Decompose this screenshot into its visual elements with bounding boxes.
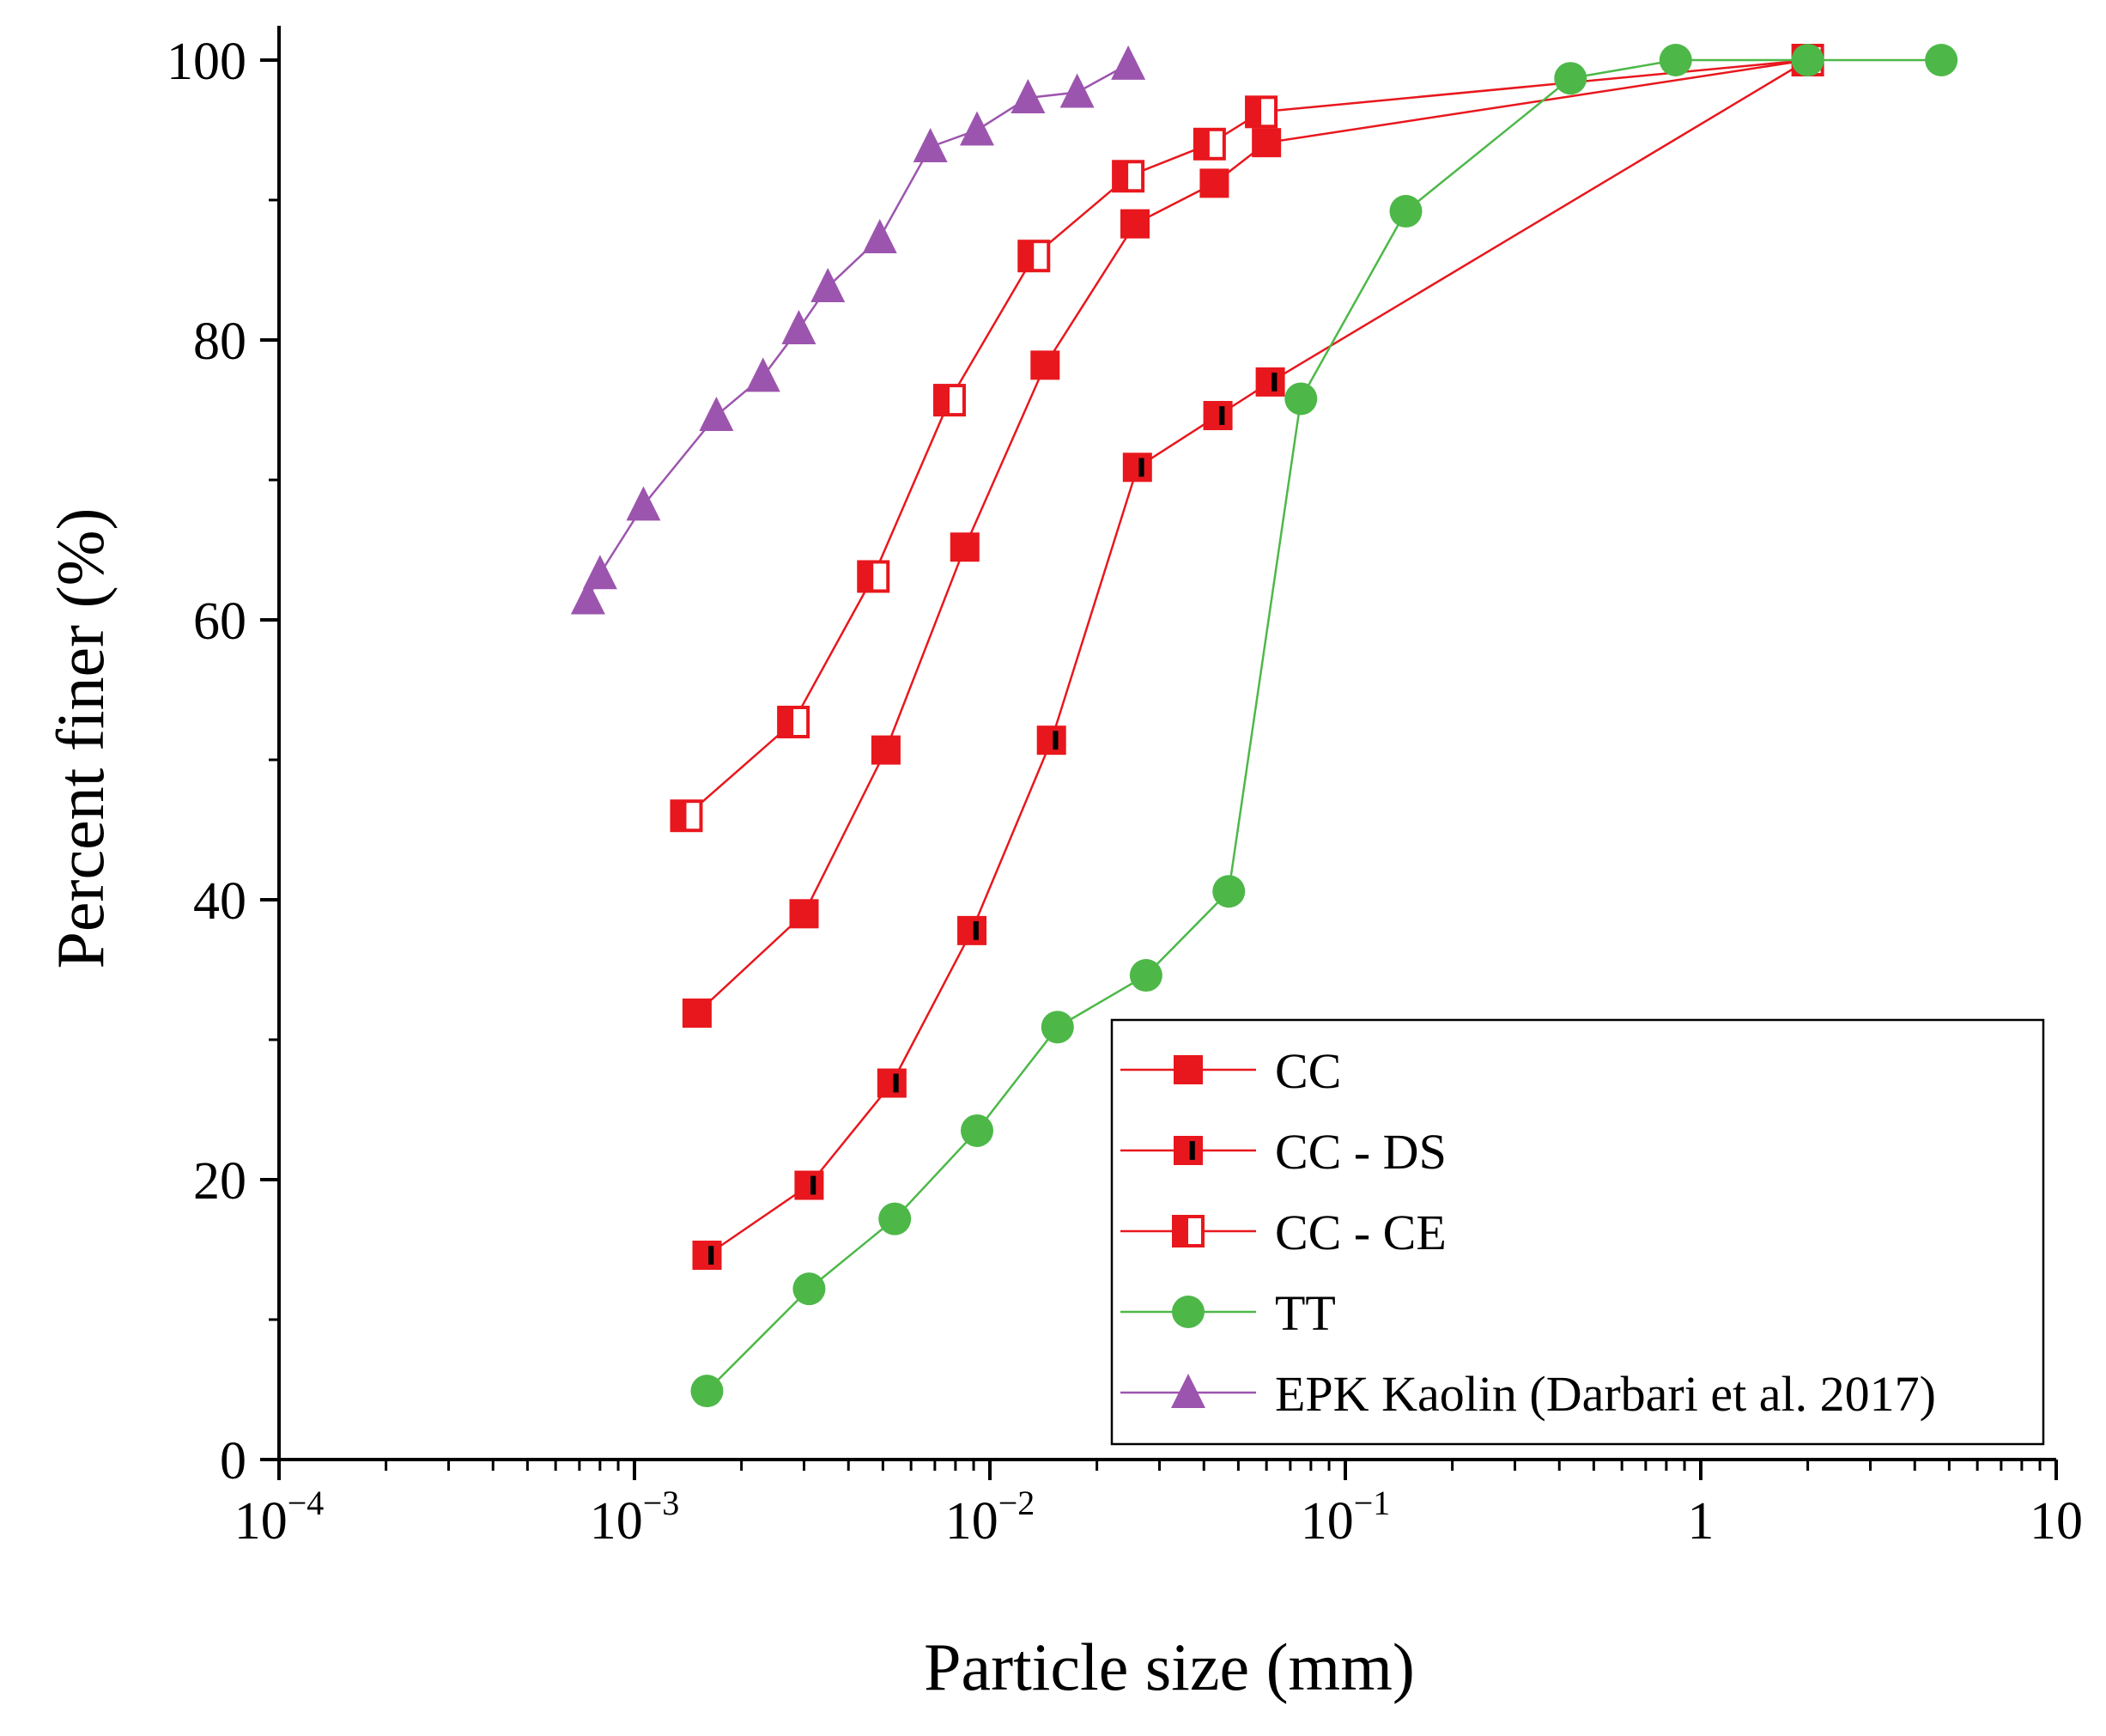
legend-label-4: EPK Kaolin (Darbari et al. 2017) — [1275, 1366, 1936, 1422]
series-1 — [692, 46, 1823, 1271]
data-point-s4-p5 — [781, 309, 816, 344]
data-point-s4-p8 — [913, 128, 948, 163]
legend-marker-2 — [1172, 1215, 1205, 1247]
data-point-s4-p0 — [570, 580, 605, 615]
plot-series — [570, 44, 1958, 1408]
legend-item-2: CC - CE — [1120, 1205, 1447, 1260]
data-point-s4-p1 — [582, 555, 617, 590]
data-point-s0-p1 — [789, 899, 819, 929]
data-point-s4-p10 — [1011, 79, 1046, 114]
data-point-s1-p1 — [794, 1170, 824, 1200]
data-point-s2-p7 — [1245, 95, 1278, 129]
legend-label-3: TT — [1275, 1285, 1336, 1341]
y-tick-label-0: 0 — [220, 1432, 246, 1490]
data-point-s4-p12 — [1111, 45, 1146, 80]
data-point-s0-p0 — [682, 999, 712, 1029]
data-point-s2-p3 — [933, 384, 967, 417]
data-point-s1-p0 — [692, 1241, 722, 1271]
y-tick-label-5: 100 — [167, 33, 246, 91]
data-point-s4-p9 — [960, 111, 995, 146]
data-point-s1-p2 — [877, 1068, 907, 1098]
data-point-s0-p7 — [1252, 128, 1282, 158]
legend-marker-1 — [1174, 1136, 1203, 1165]
data-point-s4-p4 — [745, 357, 780, 392]
series-line-0 — [696, 58, 1808, 1014]
data-point-s3-p5 — [1129, 959, 1162, 992]
data-point-s3-p8 — [1389, 195, 1423, 228]
axes: 0 20 40 60 80 100 10−4 10−3 10−2 10−1 1 10 — [167, 26, 2083, 1551]
legend: CC CC - DS CC - CE TT EPK Kaolin (Darbari et… — [1110, 1018, 2045, 1446]
data-point-s3-p10 — [1659, 44, 1692, 76]
data-point-s3-p12 — [1925, 44, 1958, 76]
data-point-s3-p0 — [690, 1375, 724, 1408]
y-tick-label-2: 40 — [193, 872, 246, 931]
y-tick-label-4: 80 — [193, 313, 246, 371]
x-tick-label-2: 10−2 — [945, 1484, 1035, 1551]
data-point-s4-p6 — [810, 268, 846, 303]
data-point-s1-p3 — [957, 915, 987, 945]
legend-label-0: CC — [1275, 1043, 1341, 1099]
data-point-s4-p7 — [862, 219, 897, 254]
data-point-s1-p5 — [1122, 452, 1152, 483]
legend-marker-3 — [1172, 1296, 1205, 1328]
x-tick-label-4: 1 — [1688, 1492, 1715, 1551]
data-point-s2-p4 — [1017, 240, 1051, 273]
x-tick-label-1: 10−3 — [590, 1484, 680, 1551]
series-2 — [670, 44, 1824, 833]
data-point-s3-p4 — [1041, 1011, 1074, 1044]
legend-label-2: CC - CE — [1275, 1205, 1447, 1260]
x-axis-title: Particle size (mm) — [924, 1630, 1415, 1704]
data-point-s3-p7 — [1284, 382, 1318, 416]
y-tick-label-1: 20 — [193, 1152, 246, 1211]
legend-marker-0 — [1174, 1055, 1203, 1084]
data-point-s0-p3 — [950, 532, 980, 562]
data-point-s3-p1 — [792, 1272, 826, 1306]
data-point-s3-p6 — [1212, 875, 1246, 908]
series-4 — [570, 45, 1146, 615]
series-0 — [682, 46, 1823, 1029]
data-point-s3-p3 — [961, 1114, 994, 1147]
data-point-s2-p1 — [777, 705, 810, 738]
data-point-s1-p6 — [1203, 401, 1233, 431]
x-tick-label-5: 10 — [2030, 1492, 2083, 1551]
data-point-s4-p3 — [699, 397, 734, 432]
data-point-s4-p2 — [626, 486, 661, 521]
data-point-s0-p6 — [1199, 168, 1229, 198]
data-point-s0-p2 — [871, 735, 901, 765]
data-point-s2-p5 — [1112, 160, 1145, 193]
data-point-s0-p4 — [1030, 350, 1060, 380]
data-point-s3-p9 — [1554, 62, 1587, 95]
data-point-s0-p5 — [1120, 209, 1150, 239]
x-tick-label-0: 10−4 — [234, 1484, 325, 1551]
data-point-s2-p0 — [670, 799, 703, 833]
y-axis-title: Percent finer (%) — [43, 507, 118, 968]
legend-item-0: CC — [1120, 1043, 1341, 1099]
data-point-s3-p2 — [878, 1202, 912, 1235]
legend-item-3: TT — [1120, 1285, 1336, 1341]
data-point-s1-p4 — [1036, 725, 1066, 756]
data-point-s3-p11 — [1791, 44, 1824, 76]
x-tick-label-3: 10−1 — [1301, 1484, 1391, 1551]
legend-marker-4 — [1171, 1374, 1205, 1408]
series-line-4 — [586, 63, 1129, 600]
series-3 — [690, 44, 1958, 1408]
series-line-2 — [685, 58, 1808, 817]
legend-item-4: EPK Kaolin (Darbari et al. 2017) — [1120, 1366, 1936, 1422]
legend-item-1: CC - DS — [1120, 1124, 1447, 1180]
data-point-s2-p2 — [857, 560, 890, 593]
data-point-s4-p11 — [1059, 73, 1095, 108]
data-point-s2-p6 — [1193, 127, 1226, 161]
legend-label-1: CC - DS — [1275, 1124, 1447, 1180]
legend-box — [1110, 1018, 2045, 1446]
y-tick-label-3: 60 — [193, 592, 246, 651]
data-point-s1-p7 — [1255, 367, 1285, 397]
